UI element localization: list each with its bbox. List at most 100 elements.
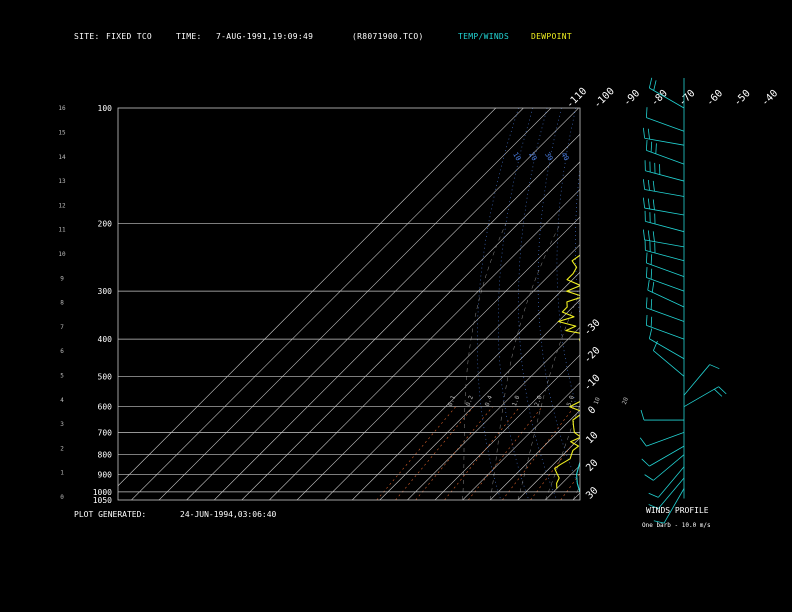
wind-barb-feather <box>648 504 659 509</box>
wind-barb-feather <box>644 474 654 481</box>
isotherm-line <box>214 133 580 500</box>
winds-barb-note: One barb - 10.0 m/s <box>642 522 711 529</box>
wind-barb <box>653 488 685 524</box>
wind-barb-feather <box>652 231 655 242</box>
height-tick-label: 5 <box>60 373 64 380</box>
wind-barb-shaft <box>644 189 685 197</box>
wind-barb-shaft <box>646 150 685 165</box>
wind-barb-shaft <box>646 277 685 292</box>
mixing-ratio-line <box>468 406 543 500</box>
wind-barb-feather <box>652 340 658 351</box>
isotherm-right-label: 10 <box>584 430 600 446</box>
dry-adiabat-line <box>593 108 669 500</box>
wind-barb-feather <box>647 179 650 191</box>
wind-barb-feather <box>718 386 727 395</box>
isotherm-line <box>241 161 580 500</box>
isotherm-line <box>490 409 580 500</box>
wind-barb <box>639 432 685 447</box>
isotherm-top-label: -90 <box>622 88 643 109</box>
legend-temp-winds: TEMP/WINDS <box>458 32 510 41</box>
dry-adiabat-line <box>477 108 519 500</box>
dry-adiabat-line <box>719 108 792 500</box>
wind-barb-feather <box>639 437 647 447</box>
isotherm-line <box>269 189 580 500</box>
moist-adiabat-line <box>517 291 580 500</box>
isotherm-top-label: -60 <box>705 88 726 109</box>
temperature-line <box>576 460 580 493</box>
wind-barb-shaft <box>647 289 685 308</box>
dry-adiabat-line <box>704 108 792 500</box>
wind-barb <box>683 364 720 396</box>
wind-barb-shaft <box>645 170 685 182</box>
wind-barb-shaft <box>646 307 685 322</box>
isotherm-top-label: -50 <box>732 88 753 109</box>
wind-barb-feather <box>647 198 650 209</box>
wind-barb-shaft <box>649 87 685 109</box>
isotherm-right-label: 0 <box>586 405 598 417</box>
dry-adiabat-label: 10 <box>511 151 522 162</box>
mixing-ratio-label: 0.2 <box>465 394 475 407</box>
isotherm-line <box>131 108 524 500</box>
isotherm-line <box>296 216 580 500</box>
wind-barb <box>642 229 685 248</box>
wind-barb-feather <box>647 230 650 241</box>
generated-label: PLOT GENERATED: <box>74 510 147 519</box>
wind-barb-feather <box>650 316 653 328</box>
isotherm-line <box>324 244 580 500</box>
wind-barb <box>642 127 685 146</box>
wind-barb <box>644 454 685 481</box>
wind-barb-shaft <box>645 220 685 233</box>
wind-barb-shaft <box>653 350 685 377</box>
time-value: 7-AUG-1991,19:09:49 <box>216 32 314 41</box>
wind-barb-feather <box>647 279 650 291</box>
dry-adiabat-line <box>574 166 580 319</box>
isotherm-line <box>118 108 496 487</box>
wind-barb-feather <box>642 229 646 240</box>
moist-adiabat-line <box>572 484 580 500</box>
height-tick-label: 6 <box>60 348 64 355</box>
isotherm-line <box>186 108 579 500</box>
wind-barb <box>648 466 685 498</box>
wind-barb <box>648 328 685 360</box>
wind-barb <box>642 179 685 197</box>
wind-barb <box>644 239 685 262</box>
wind-barb-feather <box>646 252 648 263</box>
height-tick-label: 7 <box>60 324 64 331</box>
wind-barb <box>642 197 685 216</box>
isotherm-line <box>545 465 580 500</box>
wind-barb-feather <box>650 254 653 265</box>
dry-adiabat-line <box>498 108 534 500</box>
wind-barb-feather <box>642 179 646 190</box>
dry-adiabat-line <box>776 108 792 500</box>
wind-barb-feather <box>642 197 646 209</box>
wind-barb-shaft <box>645 250 685 262</box>
wind-barb-shaft <box>657 466 685 498</box>
wind-barb-shaft <box>644 239 685 248</box>
wind-barb <box>646 139 685 165</box>
wind-barb-feather <box>640 409 645 421</box>
mixing-ratio-label: 1.0 <box>511 394 521 407</box>
pressure-tick-label: 500 <box>98 372 113 381</box>
winds-profile-title: WINDS PROFILE <box>646 506 709 515</box>
wind-barb-shaft <box>649 338 685 360</box>
isobar-lines <box>118 223 580 493</box>
dry-adiabat-line <box>747 108 792 500</box>
plot-frame <box>117 107 581 501</box>
wind-barb-shaft <box>646 432 685 447</box>
winds-profile <box>639 77 727 524</box>
mixing-ratio-line <box>376 406 456 500</box>
wind-barb-feather <box>646 139 648 151</box>
isotherm-line <box>462 382 580 500</box>
wind-barb-shaft <box>663 488 685 524</box>
dry-adiabat-line <box>556 108 580 420</box>
wind-barb <box>683 386 727 408</box>
site-value: FIXED TCO <box>106 32 153 41</box>
pressure-tick-label: 600 <box>98 403 113 412</box>
dry-adiabat-line <box>675 108 792 500</box>
dewpoint-line <box>554 254 580 489</box>
wind-barb <box>646 297 685 322</box>
wind-barb-shaft <box>649 445 685 467</box>
height-tick-label: 14 <box>58 154 66 161</box>
dry-adiabat-line <box>761 108 792 500</box>
